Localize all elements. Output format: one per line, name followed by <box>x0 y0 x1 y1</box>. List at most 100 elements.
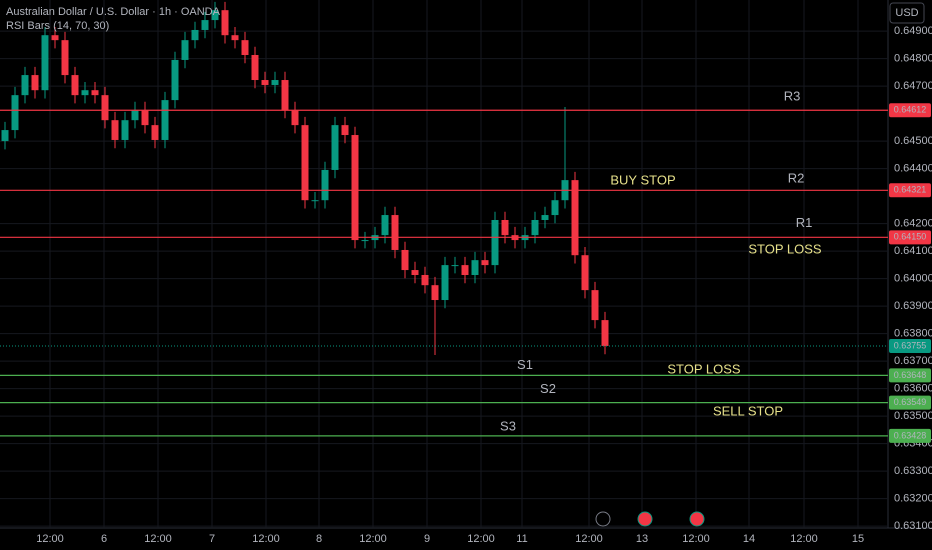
price-tag <box>889 230 931 245</box>
candle-body <box>311 200 319 202</box>
x-tick-label: 6 <box>101 533 107 545</box>
level-name: S1 <box>517 357 533 372</box>
level-name: S3 <box>500 418 516 433</box>
candle-body <box>91 90 99 96</box>
candle-body <box>71 75 79 96</box>
candle-body <box>161 100 169 140</box>
price-tag <box>889 395 931 410</box>
price-tag-label: 0.64612 <box>894 105 927 115</box>
x-tick-label: 12:00 <box>36 533 64 545</box>
candle-body <box>11 95 19 131</box>
candle-body <box>421 275 429 286</box>
level-name: R1 <box>796 215 813 230</box>
annotation: SELL STOP <box>713 403 783 418</box>
currency-button[interactable] <box>889 2 925 24</box>
y-tick-label: 0.63300 <box>894 465 932 477</box>
candle-body <box>601 320 609 346</box>
candle-body <box>31 75 39 91</box>
candle-body <box>101 95 109 121</box>
candle-body <box>571 180 579 256</box>
candle-body <box>141 110 149 126</box>
level-name: R2 <box>788 171 805 186</box>
price-tag-label: 0.63648 <box>894 370 927 380</box>
candle-body <box>531 220 539 236</box>
y-tick-label: 0.63100 <box>894 520 932 532</box>
candle-body <box>491 220 499 266</box>
candle-body <box>221 10 229 36</box>
candle-body <box>341 125 349 136</box>
x-tick-label: 15 <box>852 533 864 545</box>
event-icon[interactable] <box>595 511 611 527</box>
candle-body <box>361 240 369 242</box>
annotation: BUY STOP <box>610 172 675 187</box>
candle-body <box>351 135 359 241</box>
y-tick-label: 0.63600 <box>894 382 932 394</box>
price-tag-label: 0.63428 <box>894 430 927 440</box>
candle-body <box>191 29 199 41</box>
candle-body <box>181 40 189 60</box>
x-tick-label: 8 <box>316 533 322 545</box>
y-tick-label: 0.64000 <box>894 272 932 284</box>
y-tick-label: 0.64100 <box>894 245 932 257</box>
price-tag-label: 0.64321 <box>894 185 927 195</box>
annotation: STOP LOSS <box>667 361 741 376</box>
candle-body <box>81 90 89 96</box>
candle-body <box>401 249 409 271</box>
price-tag <box>889 103 931 118</box>
y-tick-label: 0.64500 <box>894 135 932 147</box>
candle-body <box>431 285 439 301</box>
plot <box>0 1 888 437</box>
candle-body <box>271 80 279 85</box>
y-tick-label: 0.63800 <box>894 327 932 339</box>
candle-body <box>591 290 599 321</box>
candle-body <box>241 40 249 55</box>
y-tick-label: 0.64400 <box>894 162 932 174</box>
candle-body <box>231 35 239 41</box>
price-tag-label: 0.63549 <box>894 397 927 407</box>
candle-body <box>451 265 459 267</box>
candle-body <box>321 169 329 201</box>
candle-body <box>481 260 489 266</box>
x-tick-label: 12:00 <box>467 533 495 545</box>
y-tick-label: 0.63500 <box>894 410 932 422</box>
candle-body <box>111 120 119 140</box>
price-tag-label: 0.63755 <box>894 340 927 350</box>
y-tick-label: 0.64800 <box>894 52 932 64</box>
candle-body <box>201 20 209 30</box>
x-tick-label: 14 <box>743 533 755 545</box>
y-tick-label: 0.63900 <box>894 300 932 312</box>
level-name: S2 <box>540 381 556 396</box>
currency[interactable]: USD <box>895 7 918 19</box>
y-tick-label: 0.64900 <box>894 25 932 37</box>
candle-body <box>581 255 589 291</box>
x-tick-label: 12:00 <box>575 533 603 545</box>
candle-body <box>281 80 289 110</box>
x-tick-label: 7 <box>209 533 215 545</box>
event-icon[interactable] <box>637 511 653 527</box>
candle-body <box>391 215 399 250</box>
candle-body <box>61 40 69 76</box>
overlay: 0.64900 0.64800 0.64700 0.64500 0.64400 0.642… <box>36 25 932 545</box>
candle-body <box>211 10 219 21</box>
candle-body <box>331 125 339 170</box>
candle-body <box>291 110 299 126</box>
candle-body <box>21 75 29 96</box>
candle-body <box>301 125 309 201</box>
price-tag <box>889 428 931 443</box>
candle-body <box>171 59 179 101</box>
y-tick-label: 0.63700 <box>894 355 932 367</box>
y-tick-label: 0.64700 <box>894 80 932 92</box>
x-tick-label: 12:00 <box>790 533 818 545</box>
event-icon[interactable] <box>689 511 705 527</box>
annotation: STOP LOSS <box>748 241 822 256</box>
indicator-label: RSI Bars (14, 70, 30) <box>6 20 109 32</box>
x-tick-label: 11 <box>516 533 527 545</box>
chart-title: Australian Dollar / U.S. Dollar · 1h · O… <box>6 6 221 18</box>
candle-body <box>251 55 259 81</box>
candle-body <box>1 130 9 142</box>
candle-body <box>411 270 419 275</box>
price-tag-label: 0.64150 <box>894 232 927 242</box>
x-tick-label: 12:00 <box>682 533 710 545</box>
candle-body <box>51 35 59 41</box>
y-tick-label: 0.63200 <box>894 492 932 504</box>
